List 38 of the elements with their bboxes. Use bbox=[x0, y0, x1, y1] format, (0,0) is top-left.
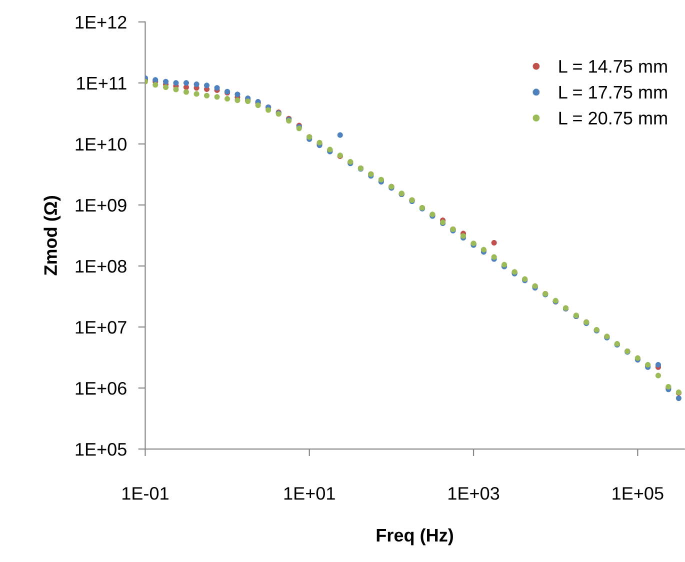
y-tick-label: 1E+09 bbox=[76, 198, 126, 212]
y-tick-label: 1E+05 bbox=[76, 442, 126, 456]
point bbox=[162, 78, 169, 84]
point bbox=[337, 132, 343, 138]
point bbox=[152, 82, 158, 88]
point bbox=[234, 97, 240, 104]
legend-label: L = 17.75 mm bbox=[559, 86, 667, 99]
point bbox=[255, 102, 261, 108]
legend-label: L = 20.75 mm bbox=[559, 112, 667, 125]
point bbox=[266, 107, 272, 113]
point bbox=[173, 86, 179, 92]
point bbox=[194, 91, 200, 97]
y-tick-label: 1E+12 bbox=[76, 16, 126, 28]
point bbox=[194, 82, 200, 88]
point bbox=[183, 89, 190, 95]
point bbox=[224, 96, 230, 102]
y-axis-title: Zmod (Ω) bbox=[44, 196, 61, 276]
y-tick-label: 1E+08 bbox=[76, 260, 126, 273]
x-tick-label: 1E-01 bbox=[122, 487, 168, 500]
point bbox=[234, 92, 240, 98]
point bbox=[676, 395, 682, 402]
y-tick-label: 1E+11 bbox=[77, 77, 126, 90]
x-tick-label: 1E+01 bbox=[284, 487, 335, 500]
x-tick-label: 1E+03 bbox=[448, 487, 500, 500]
point bbox=[173, 80, 179, 86]
point bbox=[183, 80, 190, 86]
point bbox=[204, 92, 210, 98]
point bbox=[204, 82, 210, 88]
point bbox=[214, 94, 220, 100]
point bbox=[162, 84, 169, 90]
x-tick-label: 1E+05 bbox=[612, 487, 664, 500]
y-tick-label: 1E+10 bbox=[76, 138, 126, 151]
y-tick-label: 1E+07 bbox=[76, 320, 126, 334]
y-tick-label: 1E+06 bbox=[76, 382, 126, 395]
legend-label: L = 14.75 mm bbox=[559, 60, 667, 73]
x-axis-title: Freq (Hz) bbox=[376, 528, 453, 546]
point bbox=[491, 240, 497, 246]
point bbox=[655, 372, 662, 378]
